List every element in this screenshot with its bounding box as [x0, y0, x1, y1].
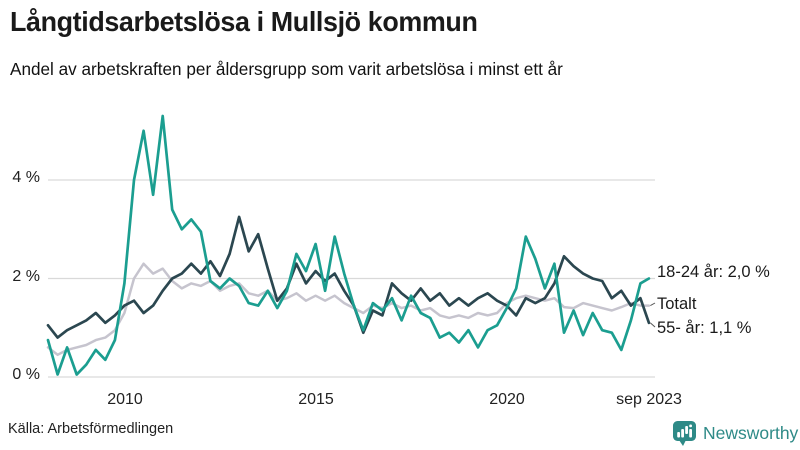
x-axis-tick-2015: 2015 [298, 391, 334, 408]
series-label-totalt: Totalt [657, 295, 697, 313]
series-line-18-24r [46, 114, 651, 376]
x-axis-tick-2020: 2020 [489, 391, 525, 408]
label-leader-55-r [650, 322, 656, 328]
series-line-55-r [46, 215, 651, 339]
y-axis-tick-2: 2 % [12, 268, 40, 285]
series-label-55: 55- år: 1,1 % [657, 319, 752, 337]
y-axis-tick-4: 4 % [12, 169, 40, 186]
x-axis-tick-2010: 2010 [107, 391, 143, 408]
source-caption: Källa: Arbetsförmedlingen [8, 421, 174, 437]
newsworthy-logo[interactable]: Newsworthy [672, 420, 798, 447]
series-line-Totalt [46, 262, 651, 357]
series-label-18-24: 18-24 år: 2,0 % [657, 263, 770, 281]
y-axis-tick-0: 0 % [12, 366, 40, 383]
chart-subtitle: Andel av arbetskraften per åldersgrupp s… [10, 59, 563, 79]
x-axis-tick-sep-2023: sep 2023 [616, 391, 682, 408]
newsworthy-wordmark: Newsworthy [703, 423, 799, 443]
label-leader-Totalt [650, 302, 656, 307]
page-title: Långtidsarbetslösa i Mullsjö kommun [10, 6, 478, 37]
newsworthy-bubble-chart-icon [672, 420, 697, 447]
